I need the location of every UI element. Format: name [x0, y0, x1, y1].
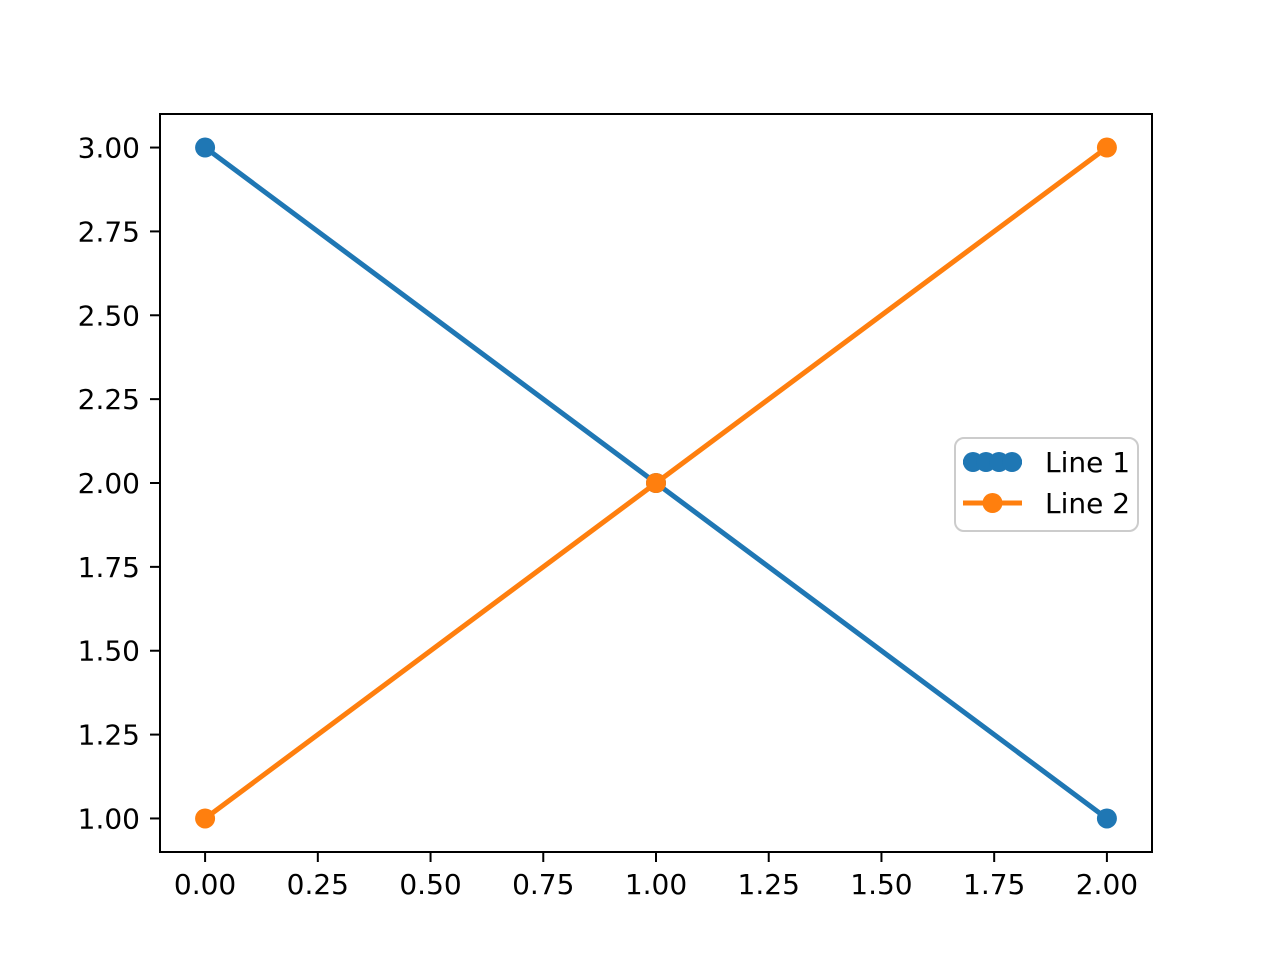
x-axis: 0.00 0.25 0.50 0.75 1.00 1.25 1.50 1.75 2.00 — [174, 852, 1138, 901]
legend-handle-marker — [1002, 452, 1022, 472]
x-axis-tick-label: 0.75 — [512, 868, 574, 901]
data-point-marker — [195, 808, 216, 829]
legend-entry: Line 2 — [963, 487, 1130, 520]
x-axis-tick-label: 1.75 — [963, 868, 1025, 901]
legend-entry: Line 1 — [963, 446, 1130, 479]
data-point-marker — [195, 137, 216, 158]
y-axis-tick-label: 2.50 — [78, 299, 140, 332]
y-axis: 1.00 1.25 1.50 1.75 2.00 2.25 2.50 2.75 3.00 — [78, 132, 160, 835]
y-axis-tick-label: 1.50 — [78, 635, 140, 668]
data-point-marker — [1096, 808, 1117, 829]
y-axis-tick-label: 3.00 — [78, 132, 140, 165]
y-axis-tick-label: 1.75 — [78, 551, 140, 584]
legend-label: Line 1 — [1045, 446, 1130, 479]
x-axis-tick-label: 1.00 — [625, 868, 687, 901]
data-point-marker — [646, 473, 666, 493]
x-axis-tick-label: 1.50 — [850, 868, 912, 901]
data-point-marker — [1096, 137, 1117, 158]
y-axis-tick-label: 1.00 — [78, 802, 140, 835]
legend-handle-marker — [982, 493, 1003, 513]
x-axis-tick-label: 0.50 — [399, 868, 461, 901]
series-line-2 — [195, 137, 1117, 829]
legend: Line 1 Line 2 — [954, 437, 1139, 532]
y-axis-tick-label: 2.00 — [78, 467, 140, 500]
axes-spines — [159, 113, 1153, 853]
x-axis-tick-label: 0.25 — [287, 868, 349, 901]
x-axis-tick-label: 0.00 — [174, 868, 236, 901]
x-axis-tick-label: 1.25 — [738, 868, 800, 901]
y-axis-tick-label: 2.25 — [78, 383, 140, 416]
legend-label: Line 2 — [1045, 487, 1130, 520]
x-axis-tick-label: 2.00 — [1076, 868, 1138, 901]
y-axis-tick-label: 1.25 — [78, 719, 140, 752]
y-axis-tick-label: 2.75 — [78, 215, 140, 248]
